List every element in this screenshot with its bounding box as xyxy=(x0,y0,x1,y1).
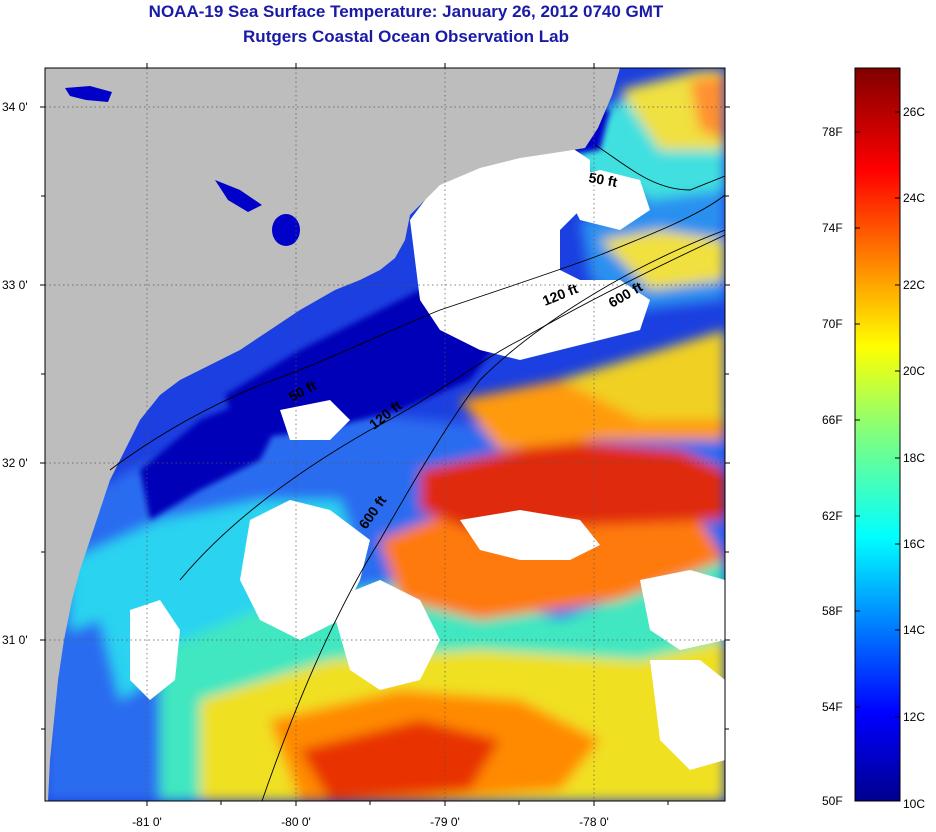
cloud-mask xyxy=(130,140,725,770)
lake-marion xyxy=(272,214,300,246)
colorbar-label-58f: 58F xyxy=(822,604,843,618)
lon-label-81: -81 0' xyxy=(132,815,162,829)
map-subtitle: Rutgers Coastal Ocean Observation Lab xyxy=(243,27,569,46)
lon-label-78: -78 0' xyxy=(579,815,609,829)
lon-label-80: -80 0' xyxy=(281,815,311,829)
colorbar-label-12c: 12C xyxy=(903,710,925,724)
inland-water-nc xyxy=(65,86,112,102)
colorbar-label-62f: 62F xyxy=(822,509,843,523)
colorbar-label-54f: 54F xyxy=(822,700,843,714)
map-title: NOAA-19 Sea Surface Temperature: January… xyxy=(148,2,664,21)
lat-label-34: 34 0' xyxy=(2,100,28,114)
land-mass xyxy=(45,68,620,801)
lon-label-79: -79 0' xyxy=(430,815,460,829)
colorbar-label-10c: 10C xyxy=(903,797,925,811)
colorbar-ticks xyxy=(855,111,900,718)
map-frame xyxy=(44,67,726,802)
lat-label-33: 33 0' xyxy=(2,278,28,292)
colorbar-label-70f: 70F xyxy=(822,317,843,331)
colorbar-label-50f: 50F xyxy=(822,794,843,808)
colorbar-label-20c: 20C xyxy=(903,364,925,378)
colorbar-label-66f: 66F xyxy=(822,413,843,427)
colorbar-label-22c: 22C xyxy=(903,278,925,292)
isobath-label-50ft-north: 50 ft xyxy=(587,169,618,190)
colorbar-label-24c: 24C xyxy=(903,191,925,205)
map-plot-area xyxy=(45,68,725,801)
lake-moultrie xyxy=(215,180,262,212)
lat-label-31: 31 0' xyxy=(2,633,28,647)
lat-label-32: 32 0' xyxy=(2,456,28,470)
colorbar-label-78f: 78F xyxy=(822,125,843,139)
map-graticule xyxy=(45,68,725,801)
colorbar-label-18c: 18C xyxy=(903,451,925,465)
colorbar-label-14c: 14C xyxy=(903,623,925,637)
colorbar-label-16c: 16C xyxy=(903,537,925,551)
map-ticks xyxy=(40,63,730,806)
colorbar-label-74f: 74F xyxy=(822,221,843,235)
isobath-contours xyxy=(109,144,725,801)
colorbar xyxy=(854,67,901,802)
colorbar-label-26c: 26C xyxy=(903,105,925,119)
